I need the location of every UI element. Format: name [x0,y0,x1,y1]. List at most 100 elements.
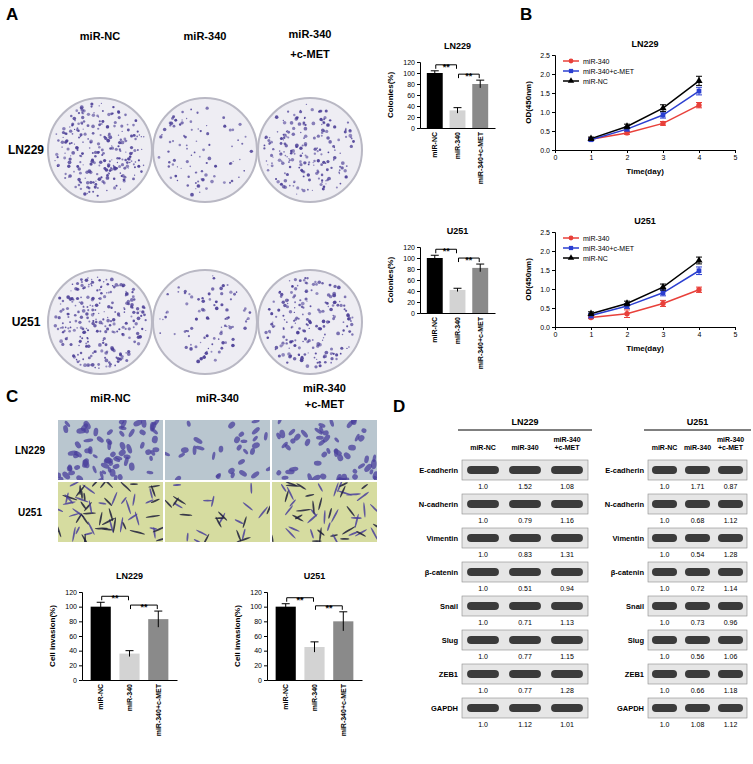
cell [242,448,249,455]
colony [289,310,292,313]
cells [58,482,163,542]
colony [294,278,297,281]
colony [344,175,347,178]
band [718,500,743,508]
cell [327,522,332,531]
colony [305,290,308,293]
blot-strip [648,460,747,480]
colony [190,327,193,330]
colony [204,173,208,177]
cell [151,498,161,503]
colony [313,160,315,162]
colony [332,292,336,296]
colony [293,114,295,116]
colony [64,177,66,179]
colony [285,339,287,341]
colony [130,316,132,318]
colony [279,291,281,293]
colony [270,323,273,326]
colony [119,353,122,356]
bar [91,607,111,680]
title-rule [458,430,592,431]
colony [55,153,58,156]
legend-marker [569,69,573,73]
colony [296,193,297,194]
colony [177,286,179,288]
legend-label: miR-340 [583,235,610,242]
band-quantity: 0.73 [691,619,705,626]
colony [95,181,96,182]
axis-line [79,593,83,681]
error-cap [696,87,702,88]
colony [231,145,233,147]
colony [334,147,335,148]
tick-mark [552,55,555,56]
colony [99,120,101,122]
colony [220,303,223,306]
colony [328,306,329,307]
colony [80,188,82,190]
colony [108,292,110,294]
colony [121,158,123,160]
lane-label: miR-340 [717,436,744,443]
colony [265,138,266,139]
cell [279,429,286,438]
cell [252,435,259,442]
colony [309,328,310,329]
colony [87,309,89,311]
cell [120,482,132,492]
colony [185,302,188,305]
row-header: LN229 [15,445,45,456]
line-chart: 0.00.51.01.52.02.5012345U251Time(day)OD(… [524,216,738,353]
colony [221,327,222,328]
cell [361,427,368,433]
colony [101,120,104,123]
colony [137,342,140,345]
colony [76,165,79,168]
colony [118,165,121,168]
colony [99,297,102,300]
cell [74,464,81,470]
colony [112,331,114,333]
colony [291,340,293,342]
colony [74,186,77,189]
colony [74,129,75,130]
colony [87,124,90,127]
colony [320,183,323,186]
cell [132,493,136,506]
bar [148,619,168,680]
colony [283,120,284,121]
colony [267,164,268,165]
colony [57,139,59,141]
colony [79,161,81,163]
colony [205,187,208,190]
cell [250,483,252,494]
colony [308,312,311,315]
lane-label: miR-340 [511,444,538,451]
colony [290,152,293,155]
tick: 80 [407,266,420,273]
colony [63,157,66,160]
colony [98,343,102,347]
colony [307,189,309,191]
column-header: miR-340 [303,382,346,394]
colony [224,341,227,344]
colony [305,281,308,284]
cell [186,533,189,542]
colony [164,316,167,319]
bar [472,84,488,128]
colony [80,136,81,137]
colony [106,328,109,331]
colony [327,293,331,297]
cell [323,510,326,524]
error-cap [660,112,666,113]
colony [141,136,142,137]
colony [71,124,73,126]
colony [135,161,137,163]
tick: 40 [254,647,267,654]
protein-label: Snail [440,602,458,611]
colony [312,283,315,286]
cell [75,484,86,497]
plot-marks [427,71,488,128]
colony [64,132,66,134]
